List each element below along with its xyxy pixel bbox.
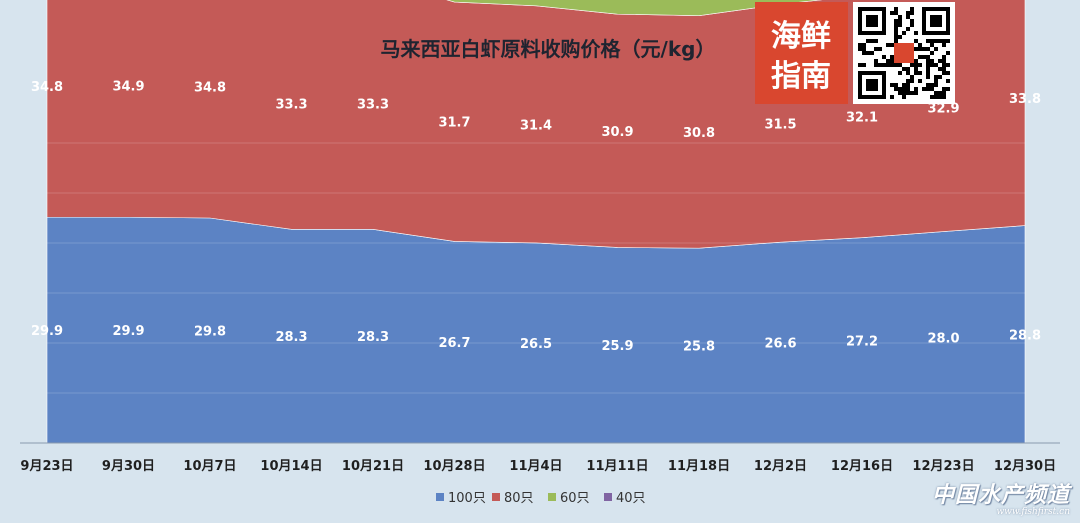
data-label: 34.8 (194, 81, 226, 96)
data-label: 25.9 (601, 339, 633, 354)
data-label: 29.9 (31, 324, 63, 339)
seafood-guide-logo: 海鲜 指南 (755, 2, 848, 104)
x-tick-label: 9月23日 (20, 459, 73, 474)
data-label: 34.9 (112, 80, 144, 95)
legend-swatch-1 (492, 493, 500, 501)
area-series-2 (446, 0, 823, 16)
brand-url: www.fishfirst.cn (996, 507, 1070, 517)
x-tick-label: 10月14日 (260, 459, 322, 474)
data-label: 34.8 (31, 80, 63, 95)
legend-label-0: 100只 (448, 491, 486, 506)
data-label: 32.9 (927, 101, 959, 116)
data-label: 28.3 (357, 330, 389, 345)
data-label: 26.7 (438, 336, 470, 351)
data-label: 30.8 (683, 126, 715, 141)
legend-label-1: 80只 (504, 491, 534, 506)
brand-title: 中国水产频道 (931, 482, 1070, 508)
x-tick-label: 9月30日 (102, 459, 155, 474)
x-tick-label: 11月18日 (668, 459, 730, 474)
data-label: 30.9 (601, 125, 633, 140)
x-tick-label: 12月16日 (831, 459, 893, 474)
data-label: 29.9 (112, 324, 144, 339)
x-tick-label: 10月21日 (342, 459, 404, 474)
data-label: 33.3 (357, 98, 389, 113)
x-tick-label: 11月4日 (509, 459, 562, 474)
legend-label-2: 60只 (560, 491, 590, 506)
svg-text:海鲜: 海鲜 (771, 19, 831, 54)
x-tick-label: 11月11日 (586, 459, 648, 474)
data-label: 31.7 (438, 116, 470, 131)
data-label: 29.8 (194, 325, 226, 340)
data-label: 33.8 (1009, 92, 1041, 107)
data-label: 32.1 (846, 110, 878, 125)
data-label: 31.5 (764, 117, 796, 132)
x-tick-label: 10月7日 (183, 459, 236, 474)
data-label: 31.4 (520, 118, 552, 133)
data-label: 28.8 (1009, 328, 1041, 343)
legend-swatch-2 (548, 493, 556, 501)
data-label: 28.3 (275, 330, 307, 345)
qr-code (853, 2, 955, 104)
x-tick-label: 12月23日 (912, 459, 974, 474)
data-label: 33.3 (275, 98, 307, 113)
legend-swatch-3 (604, 493, 612, 501)
data-label: 26.5 (520, 337, 552, 352)
legend-label-3: 40只 (616, 491, 646, 506)
legend-swatch-0 (436, 493, 444, 501)
svg-text:指南: 指南 (771, 59, 831, 94)
x-tick-label: 12月30日 (994, 459, 1056, 474)
x-tick-label: 10月28日 (423, 459, 485, 474)
chart-title: 马来西亚白虾原料收购价格（元/kg） (381, 37, 716, 61)
data-label: 25.8 (683, 340, 715, 355)
data-label: 28.0 (927, 331, 959, 346)
data-label: 27.2 (846, 334, 878, 349)
brand-watermark: 中国水产频道 www.fishfirst.cn (932, 477, 1070, 517)
x-tick-label: 12月2日 (754, 459, 807, 474)
data-label: 26.6 (764, 337, 796, 352)
